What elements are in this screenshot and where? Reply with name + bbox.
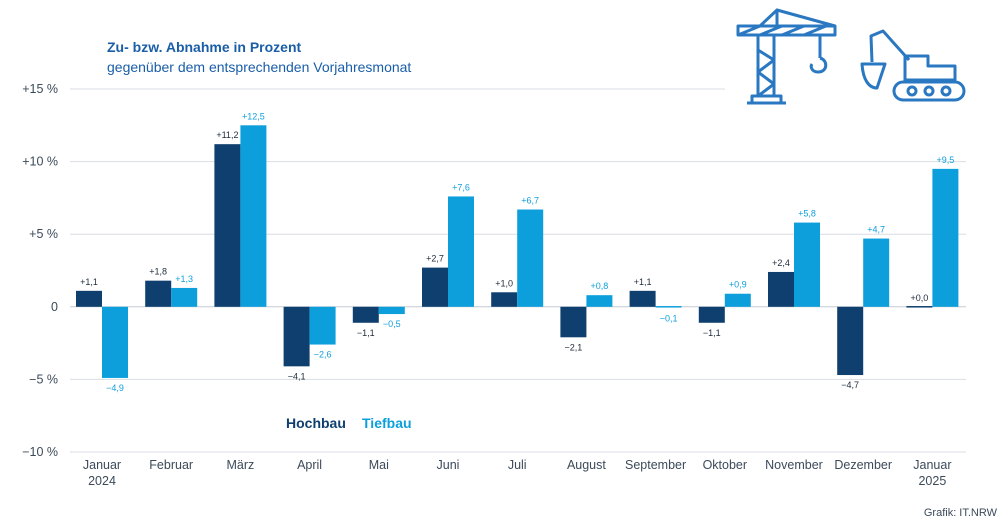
bar-hochbau bbox=[837, 306, 864, 376]
data-label-tiefbau: +6,7 bbox=[521, 196, 539, 206]
x-category-label: Februar bbox=[149, 458, 193, 472]
data-label-tiefbau: +12,5 bbox=[242, 111, 265, 121]
bar-tiefbau bbox=[794, 222, 820, 307]
excavator-icon bbox=[860, 29, 966, 102]
bar-hochbau bbox=[560, 306, 587, 338]
data-label-hochbau: +1,1 bbox=[80, 277, 98, 287]
bar-hochbau bbox=[76, 290, 102, 307]
x-category-label: September bbox=[625, 458, 686, 472]
data-label-hochbau: +2,4 bbox=[772, 258, 790, 268]
bar-tiefbau bbox=[863, 238, 890, 307]
legend-hochbau: Hochbau bbox=[286, 415, 346, 431]
x-category-label: Oktober bbox=[703, 458, 747, 472]
x-category-label: August bbox=[567, 458, 606, 472]
data-label-tiefbau: +0,9 bbox=[729, 280, 747, 290]
data-label-hochbau: +11,2 bbox=[216, 130, 238, 140]
bar-tiefbau bbox=[378, 306, 405, 315]
bar-hochbau bbox=[491, 292, 518, 307]
bar-hochbau bbox=[906, 306, 933, 308]
x-category-label: Dezember bbox=[834, 458, 892, 472]
construction-crane-icon bbox=[736, 8, 837, 105]
data-label-hochbau: −4,1 bbox=[288, 371, 306, 381]
data-label-tiefbau: +7,6 bbox=[452, 182, 470, 192]
data-label-hochbau: +2,7 bbox=[426, 254, 444, 264]
x-category-label: 2025 bbox=[918, 474, 946, 488]
bar-hochbau bbox=[145, 280, 172, 307]
x-category-label: November bbox=[765, 458, 823, 472]
y-tick-label: −10 % bbox=[22, 445, 58, 459]
source-credit: Grafik: IT.NRW bbox=[924, 507, 998, 519]
x-category-label: Juli bbox=[508, 458, 527, 472]
data-label-hochbau: −4,7 bbox=[841, 380, 859, 390]
x-category-label: Januar bbox=[913, 458, 951, 472]
bar-tiefbau bbox=[171, 287, 198, 307]
bars bbox=[76, 125, 959, 378]
bar-tiefbau bbox=[655, 306, 682, 308]
bar-hochbau bbox=[768, 271, 794, 307]
legend: Hochbau Tiefbau bbox=[286, 415, 412, 431]
bar-hochbau bbox=[698, 306, 725, 323]
bar-hochbau bbox=[283, 306, 310, 367]
data-label-tiefbau: +1,3 bbox=[175, 274, 193, 284]
x-category-label: Januar bbox=[83, 458, 121, 472]
bar-hochbau bbox=[214, 144, 241, 307]
x-category-label: Mai bbox=[369, 458, 389, 472]
y-tick-label: 0 bbox=[51, 300, 58, 314]
data-label-hochbau: +0,0 bbox=[911, 293, 929, 303]
bar-tiefbau bbox=[517, 209, 544, 307]
y-axis-ticks: +15 % +10 % +5 % 0 −5 % −10 % bbox=[22, 82, 58, 459]
x-category-label: März bbox=[227, 458, 255, 472]
data-label-tiefbau: −2,6 bbox=[314, 350, 332, 360]
data-label-tiefbau: +4,7 bbox=[867, 225, 885, 235]
chart-subtitle: gegenüber dem entsprechenden Vorjahresmo… bbox=[107, 59, 411, 75]
y-tick-label: −5 % bbox=[29, 372, 58, 386]
chart-title: Zu- bzw. Abnahme in Prozent bbox=[107, 39, 302, 55]
data-label-tiefbau: −0,5 bbox=[383, 319, 401, 329]
bar-tiefbau bbox=[586, 295, 613, 307]
bar-hochbau bbox=[352, 306, 379, 323]
y-tick-label: +15 % bbox=[22, 82, 58, 96]
data-label-tiefbau: +9,5 bbox=[937, 155, 955, 165]
bar-tiefbau bbox=[309, 306, 336, 345]
y-tick-label: +5 % bbox=[29, 227, 58, 241]
data-label-hochbau: +1,8 bbox=[149, 267, 167, 277]
data-label-tiefbau: −4,9 bbox=[106, 383, 124, 393]
bar-tiefbau bbox=[240, 125, 267, 307]
data-labels: +1,1 +1,8 +11,2 −4,1 −1,1 +2,7 +1,0 −2,1 +1,1 −1,… bbox=[80, 111, 954, 393]
bar-tiefbau bbox=[724, 293, 751, 307]
data-label-tiefbau: +5,8 bbox=[798, 209, 816, 219]
x-category-label: Juni bbox=[437, 458, 460, 472]
data-label-hochbau: −2,1 bbox=[565, 342, 583, 352]
x-category-label: 2024 bbox=[88, 474, 116, 488]
data-label-hochbau: +1,0 bbox=[495, 278, 513, 288]
bar-tiefbau bbox=[932, 168, 959, 307]
data-label-hochbau: −1,1 bbox=[703, 328, 721, 338]
bar-tiefbau bbox=[102, 306, 128, 378]
data-label-hochbau: +1,1 bbox=[634, 277, 652, 287]
bar-hochbau bbox=[629, 290, 656, 307]
data-label-tiefbau: −0,1 bbox=[660, 313, 678, 323]
data-label-tiefbau: +0,8 bbox=[591, 281, 609, 291]
bar-hochbau bbox=[422, 267, 448, 307]
data-label-hochbau: −1,1 bbox=[357, 328, 375, 338]
legend-tiefbau: Tiefbau bbox=[362, 415, 412, 431]
x-axis-categories: Januar 2024 Februar März April Mai Juni Juli Aug… bbox=[83, 458, 952, 488]
x-category-label: April bbox=[297, 458, 322, 472]
bar-tiefbau bbox=[448, 196, 474, 307]
y-tick-label: +10 % bbox=[22, 155, 58, 169]
